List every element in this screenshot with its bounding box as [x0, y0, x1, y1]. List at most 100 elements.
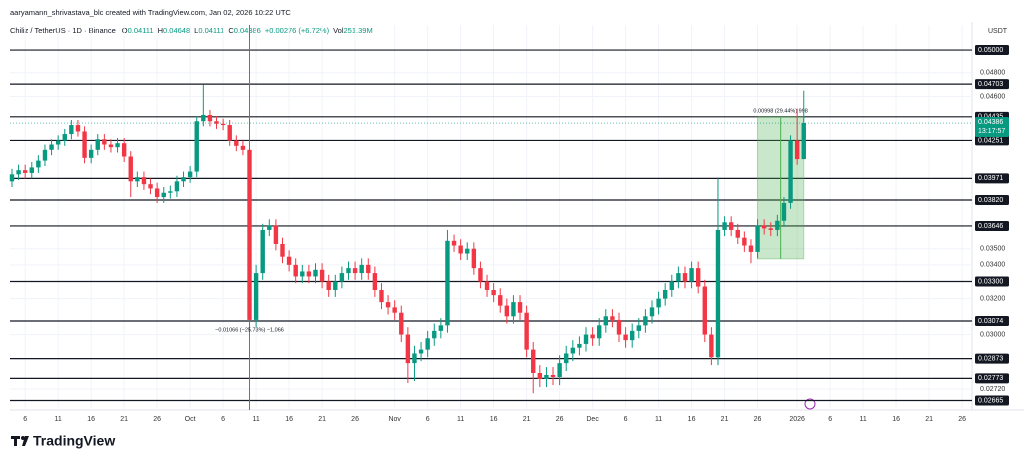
candle-body	[583, 334, 589, 344]
candle-body	[418, 349, 424, 354]
candle-body	[234, 140, 239, 146]
axes: 6 11 16 21 26 Oct 6 11 16 21 26 Nov 6 11 16 21 26 Dec 6 11 1…	[10, 45, 1009, 423]
level-label: 0.02665	[978, 397, 1003, 404]
candle-body	[577, 343, 582, 348]
candle-body	[484, 281, 490, 290]
candle-body	[445, 240, 450, 326]
candle-body	[148, 184, 153, 189]
level-label: 0.04251	[978, 137, 1003, 144]
candle-body	[62, 134, 67, 141]
candle-body	[616, 319, 622, 335]
level-label: 0.03820	[978, 197, 1003, 204]
y-tick-label: 0.03500	[980, 246, 1005, 253]
candle-body	[432, 330, 437, 339]
x-tick-label: 21	[721, 416, 729, 423]
candle-body	[504, 305, 510, 317]
level-label-box	[975, 315, 1009, 326]
candle-body	[128, 156, 133, 182]
candle-body	[293, 264, 298, 277]
level-label: 0.02873	[978, 356, 1003, 363]
candle-body	[498, 295, 503, 306]
last-price-box	[975, 117, 1009, 138]
candle-body	[9, 174, 15, 182]
ohlc-key: O	[122, 26, 128, 35]
candle-body	[564, 353, 569, 364]
candle-body	[82, 131, 87, 158]
candle-body	[161, 192, 166, 198]
x-tick-label: 26	[958, 416, 966, 423]
candle-body	[379, 289, 384, 303]
y-tick-label: 0.02720	[980, 386, 1005, 393]
levels	[10, 49, 972, 402]
candle-body	[656, 298, 661, 308]
candle-body	[676, 273, 681, 282]
level-label-box	[975, 173, 1009, 184]
candle-body	[478, 268, 483, 282]
x-tick-label: 21	[120, 416, 128, 423]
candle-body	[174, 181, 180, 192]
candle-body	[735, 229, 740, 238]
candle-body	[788, 140, 793, 203]
candle-body	[570, 347, 576, 354]
candle-body	[669, 281, 674, 290]
y-tick-label: 0.03000	[980, 331, 1005, 338]
level-label-box	[975, 373, 1009, 384]
ohlc-key: H	[158, 26, 163, 35]
change: +0.00276 (+6.72%)	[265, 26, 330, 35]
candle-body	[121, 143, 127, 157]
logo-icon	[11, 436, 20, 446]
x-tick-label: 16	[892, 416, 900, 423]
last-price-label: 0.04386	[978, 119, 1003, 126]
candle-body	[280, 243, 285, 257]
candle-body	[49, 144, 54, 150]
currency: USDT	[988, 28, 1008, 35]
x-tick-label: 6	[426, 416, 430, 423]
candle-body	[346, 268, 351, 274]
candle-body	[748, 245, 754, 252]
candle-body	[352, 268, 358, 274]
symbol-legend: Chiliz / TetherUS · 1D · Binance O0.04111…	[10, 26, 373, 35]
candle-body	[392, 307, 397, 313]
candle-body	[722, 222, 727, 230]
measures: 0.00998 (29.44%) 998 −0.01066 (−25.73%) −…	[215, 25, 808, 410]
level-label-box	[975, 45, 1009, 56]
x-tick-label: 11	[859, 416, 866, 423]
candle-body	[465, 248, 470, 254]
candle-body	[695, 268, 701, 287]
level-label-box	[975, 135, 1009, 146]
candle-body	[201, 114, 206, 122]
candle-body	[603, 316, 609, 326]
y-tick-label: 0.04800	[980, 70, 1005, 77]
candle-body	[42, 149, 48, 161]
candle-body	[29, 167, 34, 173]
candle-body	[425, 338, 430, 350]
level-label: 0.04703	[978, 81, 1003, 88]
logo-icon	[21, 436, 25, 440]
candle-body	[557, 363, 562, 377]
level-label: 0.02773	[978, 375, 1003, 382]
y-tick-label: 0.03400	[980, 262, 1005, 269]
candle-body	[247, 149, 252, 320]
candle-body	[108, 144, 114, 148]
candle-body	[181, 177, 186, 182]
candle-body	[154, 188, 160, 198]
x-tick-label: 6	[221, 416, 225, 423]
level-label-box	[975, 276, 1009, 287]
level-label: 0.03300	[978, 278, 1003, 285]
candle-body	[372, 273, 378, 290]
x-tick-label: 6	[23, 416, 27, 423]
candle-body	[36, 160, 41, 168]
x-tick-label: Dec	[586, 416, 599, 423]
candle-body	[537, 372, 543, 379]
candle-body	[742, 237, 747, 246]
x-tick-label: 11	[457, 416, 464, 423]
candle-body	[55, 140, 61, 145]
y-tick-label: 0.04600	[980, 93, 1005, 100]
countdown: 13:17:57	[978, 128, 1005, 135]
candle-body	[326, 281, 331, 290]
candle-body	[597, 325, 602, 339]
candle-body	[662, 289, 668, 299]
candle-body	[22, 170, 28, 173]
candle-body	[412, 353, 417, 364]
level-label: 0.03971	[978, 175, 1003, 182]
